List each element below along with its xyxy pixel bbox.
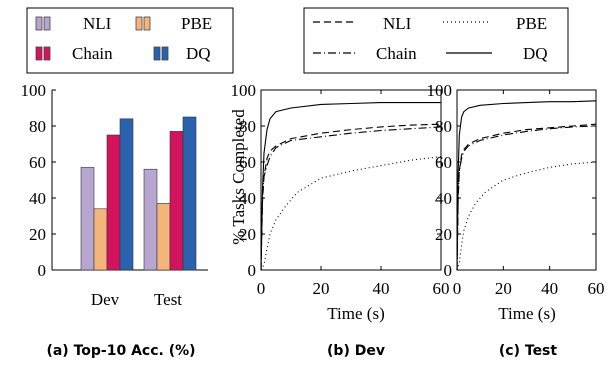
bar-x-ticks: Dev Test: [91, 290, 182, 309]
line-legend-item-chain: Chain: [313, 44, 417, 63]
dev-x-tick-label: 0: [257, 279, 266, 298]
test-line-pbe: [456, 161, 597, 271]
line-legend-box: [303, 7, 569, 74]
legend-item-chain: Chain: [35, 44, 113, 63]
line-legend-label-chain: Chain: [376, 44, 417, 63]
dev-x-tick-label: 40: [373, 279, 390, 298]
dev-y-tick-label: 60: [239, 153, 256, 172]
legend-item-dq: DQ: [153, 44, 211, 63]
dev-ticks: 0 20 40 60 80 100 0 20 40 60: [231, 81, 450, 298]
test-y-tick-label: 20: [435, 225, 452, 244]
test-line-chain: [456, 125, 597, 271]
line-panel-dev: % Tasks Completed 0 20 40 60 80 100 0 20 40 60 Ti…: [229, 81, 450, 359]
bar-chain-dev: [106, 134, 121, 271]
bar-dq-test: [182, 116, 197, 271]
bar-dq-dev: [119, 118, 134, 271]
legend-label-chain: Chain: [72, 44, 113, 63]
dev-y-tick-label: 20: [239, 225, 256, 244]
legend-swatch-pbe-a: [135, 16, 143, 31]
legend-swatch-nli-b: [43, 16, 51, 31]
bar-y-tick-label: 0: [38, 261, 47, 280]
test-y-tick-label: 80: [435, 117, 452, 136]
line-legend-item-dq: DQ: [446, 44, 548, 63]
test-x-tick-label: 40: [541, 279, 558, 298]
bar-x-tick-label: Test: [154, 290, 182, 309]
test-x-tick-label: 20: [495, 279, 512, 298]
bar-nli-dev: [80, 167, 95, 271]
bar-nli-test: [143, 168, 158, 271]
line-legend-item-nli: NLI: [313, 14, 412, 33]
caption-b: (b) Dev: [327, 343, 385, 359]
legend-item-pbe: PBE: [135, 14, 212, 33]
bar-y-tick-label: 100: [21, 81, 47, 100]
legend-swatch-chain-a: [35, 46, 43, 61]
bar-y-tick-label: 80: [29, 117, 46, 136]
bar-x-tick-label: Dev: [91, 290, 120, 309]
dev-line-chain: [260, 126, 442, 271]
test-x-tick-label: 60: [588, 279, 605, 298]
caption-c: (c) Test: [499, 343, 557, 359]
dev-y-tick-label: 40: [239, 189, 256, 208]
legend-label-dq: DQ: [186, 44, 211, 63]
legend-swatch-dq-a: [153, 46, 161, 61]
dev-x-tick-label: 20: [313, 279, 330, 298]
test-x-tick-label: 0: [453, 279, 462, 298]
bar-pbe-test: [156, 203, 171, 271]
legend-label-nli: NLI: [83, 14, 112, 33]
line-legend: NLI PBE Chain DQ: [303, 7, 569, 74]
test-y-tick-label: 40: [435, 189, 452, 208]
dev-y-tick-label: 0: [248, 261, 257, 280]
bar-y-tick-label: 40: [29, 189, 46, 208]
bar-panel: NLI PBE Chain DQ 0 20 40 60 80 100 Dev Test: [21, 7, 234, 359]
bar-chain-test: [169, 131, 184, 271]
legend-swatch-dq-b: [161, 46, 169, 61]
bar-y-tick-label: 60: [29, 153, 46, 172]
caption-a: (a) Top-10 Acc. (%): [46, 343, 195, 359]
test-ticks: 0 20 40 60 80 100 0 20 40 60: [427, 81, 605, 298]
test-lines: [456, 100, 597, 271]
bar-marks: [80, 116, 197, 271]
dev-line-dq: [260, 102, 441, 271]
legend-swatch-nli-a: [35, 16, 43, 31]
line-legend-item-pbe: PBE: [443, 14, 547, 33]
line-legend-label-nli: NLI: [383, 14, 412, 33]
dev-y-tick-label: 80: [239, 117, 256, 136]
test-line-nli: [456, 123, 597, 271]
test-x-axis-label: Time (s): [498, 304, 555, 323]
bar-y-tick-label: 20: [29, 225, 46, 244]
test-plot-frame: [456, 89, 597, 271]
dev-lines: [260, 102, 442, 271]
dev-x-axis-label: Time (s): [327, 304, 384, 323]
bar-pbe-dev: [93, 208, 108, 271]
dev-plot-frame: [260, 89, 442, 271]
test-y-tick-label: 100: [427, 81, 453, 100]
legend-swatch-pbe-b: [143, 16, 151, 31]
line-legend-label-pbe: PBE: [516, 14, 547, 33]
dev-y-tick-label: 100: [231, 81, 257, 100]
bar-y-ticks: 0 20 40 60 80 100: [21, 81, 56, 280]
test-y-tick-label: 60: [435, 153, 452, 172]
line-legend-label-dq: DQ: [523, 44, 548, 63]
test-y-tick-label: 0: [444, 261, 453, 280]
bar-legend-box: [26, 7, 234, 74]
dev-x-tick-label: 60: [433, 279, 450, 298]
dev-line-pbe: [260, 156, 442, 271]
legend-swatch-chain-b: [43, 46, 51, 61]
test-line-dq: [456, 100, 597, 271]
bar-legend: NLI PBE Chain DQ: [35, 14, 212, 63]
line-y-axis-label: % Tasks Completed: [229, 109, 248, 245]
dev-line-nli: [260, 123, 442, 271]
line-panel-test: 0 20 40 60 80 100 0 20 40 60 Time (s) (c) Test: [427, 81, 605, 359]
legend-item-nli: NLI: [35, 14, 112, 33]
legend-label-pbe: PBE: [181, 14, 212, 33]
